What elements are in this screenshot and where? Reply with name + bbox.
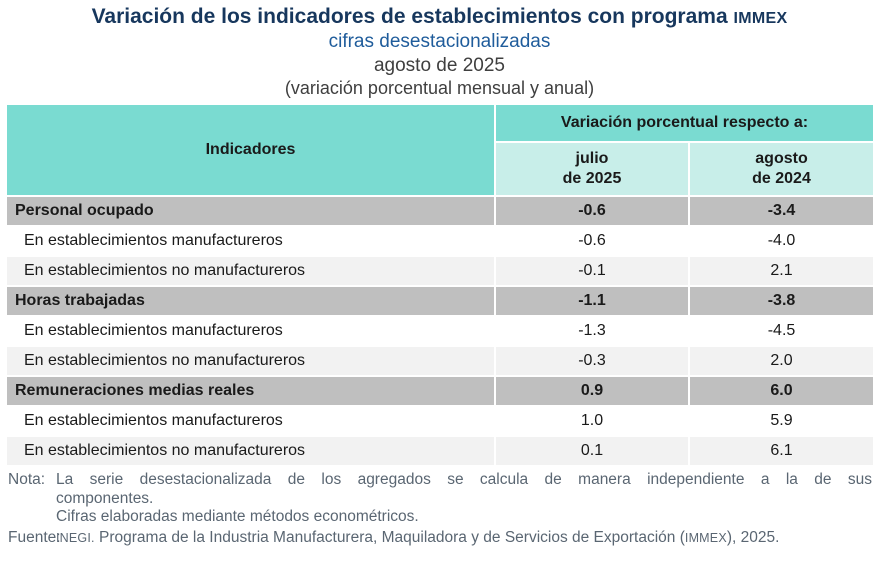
- subtitle-period: agosto de 2025: [373, 55, 505, 77]
- table-row: En establecimientos no manufactureros -0…: [5, 344, 876, 377]
- fuente-text: Programa de la Industria Manufacturera, …: [94, 529, 685, 547]
- footnotes: Nota: La serie desestacionalizada de los…: [8, 471, 872, 549]
- row-annual-value: 6.1: [687, 434, 876, 467]
- annual-line2: de 2024: [752, 169, 811, 187]
- row-label: Remuneraciones medias reales: [5, 374, 496, 407]
- row-monthly-value: -1.1: [494, 284, 690, 317]
- row-label: En establecimientos manufactureros: [5, 314, 496, 347]
- row-annual-value: -3.8: [687, 284, 876, 317]
- row-annual-value: 2.0: [687, 344, 876, 377]
- subtitle-cifras: cifras desestacionalizadas: [328, 31, 551, 53]
- row-monthly-value: 0.9: [494, 374, 690, 407]
- column-header-annual: agosto de 2024: [687, 140, 876, 197]
- fuente-end: ), 2025.: [726, 529, 780, 547]
- header-row-group: Indicadores Variación porcentual respect…: [5, 102, 876, 197]
- page-title-main: Variación de los indicadores de establec…: [91, 5, 728, 28]
- nota-line-1: La serie desestacionalizada de los agreg…: [56, 470, 872, 488]
- fuente-inegi: INEGI.: [56, 531, 95, 546]
- nota-label: Nota:: [8, 470, 46, 488]
- nota-line-3: Cifras elaboradas mediante métodos econo…: [56, 508, 419, 526]
- row-label: En establecimientos manufactureros: [5, 224, 496, 257]
- row-label: En establecimientos no manufactureros: [5, 254, 496, 287]
- page-title: Variación de los indicadores de establec…: [0, 4, 879, 29]
- monthly-line2: de 2025: [562, 169, 622, 187]
- table-row-remuneraciones: Remuneraciones medias reales 0.9 6.0: [5, 374, 876, 407]
- table-row: En establecimientos manufactureros -0.6 …: [5, 224, 876, 257]
- monthly-line1: julio: [575, 150, 609, 168]
- page-title-immex: IMMEX: [733, 10, 788, 27]
- fuente-label: Fuente:: [8, 529, 61, 547]
- row-annual-value: -4.5: [687, 314, 876, 347]
- row-monthly-value: -0.3: [494, 344, 690, 377]
- row-monthly-value: -0.6: [494, 194, 690, 227]
- row-annual-value: -4.0: [687, 224, 876, 257]
- row-annual-value: 6.0: [687, 374, 876, 407]
- row-label: Horas trabajadas: [5, 284, 496, 317]
- annual-line1: agosto: [755, 150, 808, 168]
- row-annual-value: 5.9: [687, 404, 876, 437]
- row-annual-value: 2.1: [687, 254, 876, 287]
- table-row: En establecimientos manufactureros 1.0 5…: [5, 404, 876, 437]
- fuente-content: INEGI. Programa de la Industria Manufact…: [56, 529, 872, 548]
- indicators-table: Indicadores Variación porcentual respect…: [5, 102, 876, 467]
- column-header-indicadores: Indicadores: [5, 102, 496, 197]
- nota-content: La serie desestacionalizada de los agreg…: [56, 471, 872, 528]
- row-label: En establecimientos no manufactureros: [5, 434, 496, 467]
- fuente-immex: IMMEX: [684, 531, 727, 546]
- subtitle-variation-type: (variación porcentual mensual y anual): [284, 77, 595, 98]
- fuente-block: Fuente: INEGI. Programa de la Industria …: [8, 529, 872, 548]
- header-row-periods: julio de 2025 agosto de 2024: [6, 140, 876, 197]
- row-label: En establecimientos no manufactureros: [5, 344, 496, 377]
- row-annual-value: -3.4: [687, 194, 876, 227]
- table-row-horas-trabajadas: Horas trabajadas -1.1 -3.8: [5, 284, 876, 317]
- column-header-group: Variación porcentual respecto a:: [493, 102, 876, 143]
- row-label: Personal ocupado: [5, 194, 496, 227]
- table-row: En establecimientos no manufactureros -0…: [5, 254, 876, 287]
- row-monthly-value: -0.6: [494, 224, 690, 257]
- row-monthly-value: 0.1: [494, 434, 690, 467]
- nota-line-2: componentes.: [56, 489, 154, 507]
- row-monthly-value: -1.3: [494, 314, 690, 347]
- nota-block: Nota: La serie desestacionalizada de los…: [8, 471, 872, 528]
- row-monthly-value: -0.1: [494, 254, 690, 287]
- table-row: En establecimientos no manufactureros 0.…: [5, 434, 876, 467]
- column-header-monthly: julio de 2025: [494, 140, 690, 197]
- table-row-personal-ocupado: Personal ocupado -0.6 -3.4: [5, 194, 876, 227]
- row-monthly-value: 1.0: [494, 404, 690, 437]
- table-row: En establecimientos manufactureros -1.3 …: [5, 314, 876, 347]
- row-label: En establecimientos manufactureros: [5, 404, 496, 437]
